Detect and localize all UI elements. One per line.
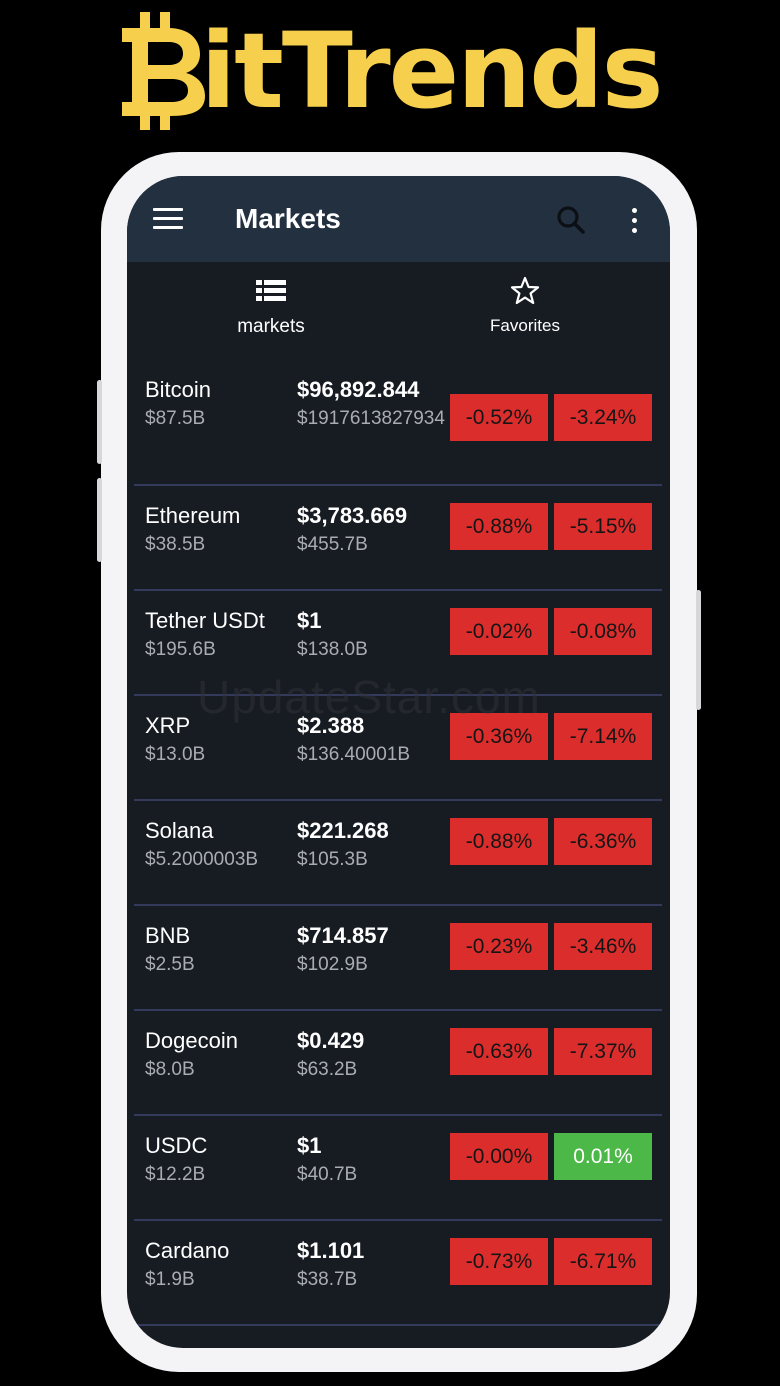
change-badge-1[interactable]: -0.63% [450, 1028, 548, 1075]
tab-favorites[interactable]: Favorites [445, 262, 605, 352]
tab-markets[interactable]: markets [191, 262, 351, 352]
more-vert-icon[interactable] [623, 206, 647, 236]
coin-row-tether[interactable]: Tether USDt $195.6B $1 $138.0B -0.02% -0… [127, 591, 670, 696]
bittrends-logo: itTrends [0, 6, 780, 136]
coin-row-partial[interactable] [127, 1326, 670, 1348]
coin-name: BNB [145, 923, 191, 948]
coin-market-cap: $1.9B [145, 1269, 195, 1290]
coin-volume: $102.9B [297, 954, 368, 975]
coin-volume: $136.40001B [297, 744, 411, 765]
coin-name: Bitcoin [145, 377, 212, 402]
row-divider [134, 1114, 662, 1116]
row-divider [134, 484, 662, 486]
coin-market-cap: $195.6B [145, 639, 216, 660]
coin-price: $221.268 [297, 818, 389, 843]
coin-row-bnb[interactable]: BNB $2.5B $714.857 $102.9B -0.23% -3.46% [127, 906, 670, 1011]
change-badge-1[interactable]: -0.88% [450, 818, 548, 865]
coin-volume: $63.2B [297, 1059, 358, 1080]
coin-price: $1 [297, 1133, 322, 1158]
change-badge-2[interactable]: -7.14% [554, 713, 652, 760]
row-divider [134, 1219, 662, 1221]
coin-row-cardano[interactable]: Cardano $1.9B $1.101 $38.7B -0.73% -6.71… [127, 1221, 670, 1326]
coin-name: Ethereum [145, 503, 241, 528]
page-title: Markets [235, 203, 341, 234]
change-badge-2[interactable]: -3.46% [554, 923, 652, 970]
phone-power-button [696, 590, 701, 710]
coin-market-cap: $5.2000003B [145, 849, 259, 870]
change-badge-2[interactable]: -6.36% [554, 818, 652, 865]
coin-volume: $38.7B [297, 1269, 358, 1290]
phone-side-button [97, 478, 102, 562]
coin-volume: $40.7B [297, 1164, 358, 1185]
change-badge-2[interactable]: -6.71% [554, 1238, 652, 1285]
row-divider [134, 1324, 662, 1326]
bitcoin-icon [118, 12, 206, 130]
search-icon[interactable] [555, 204, 587, 236]
coin-price: $1 [297, 608, 322, 633]
coin-market-cap: $2.5B [145, 954, 195, 975]
tab-markets-label: markets [237, 316, 305, 337]
coin-row-dogecoin[interactable]: Dogecoin $8.0B $0.429 $63.2B -0.63% -7.3… [127, 1011, 670, 1116]
coin-volume: $138.0B [297, 639, 368, 660]
coin-name: Dogecoin [145, 1028, 238, 1053]
coin-row-usdc[interactable]: USDC $12.2B $1 $40.7B -0.00% 0.01% [127, 1116, 670, 1221]
app-bar: Markets [127, 176, 670, 262]
logo-text: itTrends [200, 10, 663, 132]
change-badge-2[interactable]: -7.37% [554, 1028, 652, 1075]
phone-side-button [97, 380, 102, 464]
coin-market-cap: $12.2B [145, 1164, 206, 1185]
change-badge-1[interactable]: -0.02% [450, 608, 548, 655]
coin-market-cap: $13.0B [145, 744, 206, 765]
tab-bar: markets Favorites [127, 262, 670, 352]
row-divider [134, 904, 662, 906]
coin-price: $96,892.844 [297, 377, 420, 402]
row-divider [134, 694, 662, 696]
coin-price: $714.857 [297, 923, 389, 948]
change-badge-2[interactable]: -5.15% [554, 503, 652, 550]
change-badge-1[interactable]: -0.23% [450, 923, 548, 970]
change-badge-1[interactable]: -0.88% [450, 503, 548, 550]
coin-name: Solana [145, 818, 214, 843]
coin-market-cap: $8.0B [145, 1059, 195, 1080]
change-badge-1[interactable]: -0.73% [450, 1238, 548, 1285]
change-badge-1[interactable]: -0.52% [450, 394, 548, 441]
row-divider [134, 799, 662, 801]
change-badge-1[interactable]: -0.00% [450, 1133, 548, 1180]
hamburger-menu-icon[interactable] [153, 208, 183, 230]
coin-price: $3,783.669 [297, 503, 408, 528]
coin-market-cap: $38.5B [145, 534, 206, 555]
coin-price: $1.101 [297, 1238, 365, 1263]
tab-favorites-label: Favorites [490, 316, 560, 335]
coin-name: USDC [145, 1133, 208, 1158]
coin-name: XRP [145, 713, 191, 738]
row-divider [134, 1009, 662, 1011]
coin-row-solana[interactable]: Solana $5.2000003B $221.268 $105.3B -0.8… [127, 801, 670, 906]
coin-market-cap: $87.5B [145, 408, 206, 429]
coin-row-bitcoin[interactable]: Bitcoin $87.5B $96,892.844 $191761382793… [127, 360, 670, 486]
change-badge-2[interactable]: -3.24% [554, 394, 652, 441]
coin-name: Tether USDt [145, 608, 265, 633]
coin-price: $2.388 [297, 713, 365, 738]
change-badge-1[interactable]: -0.36% [450, 713, 548, 760]
coin-row-xrp[interactable]: XRP $13.0B $2.388 $136.40001B -0.36% -7.… [127, 696, 670, 801]
coin-row-ethereum[interactable]: Ethereum $38.5B $3,783.669 $455.7B -0.88… [127, 486, 670, 591]
coin-name: Cardano [145, 1238, 230, 1263]
coin-volume: $1917613827934 [297, 408, 445, 429]
star-outline-icon [510, 276, 540, 305]
coin-volume: $105.3B [297, 849, 368, 870]
row-divider [134, 589, 662, 591]
coin-volume: $455.7B [297, 534, 368, 555]
change-badge-2[interactable]: 0.01% [554, 1133, 652, 1180]
coin-price: $0.429 [297, 1028, 365, 1053]
list-icon [256, 280, 286, 301]
phone-screen: Markets [127, 176, 670, 1348]
change-badge-2[interactable]: -0.08% [554, 608, 652, 655]
